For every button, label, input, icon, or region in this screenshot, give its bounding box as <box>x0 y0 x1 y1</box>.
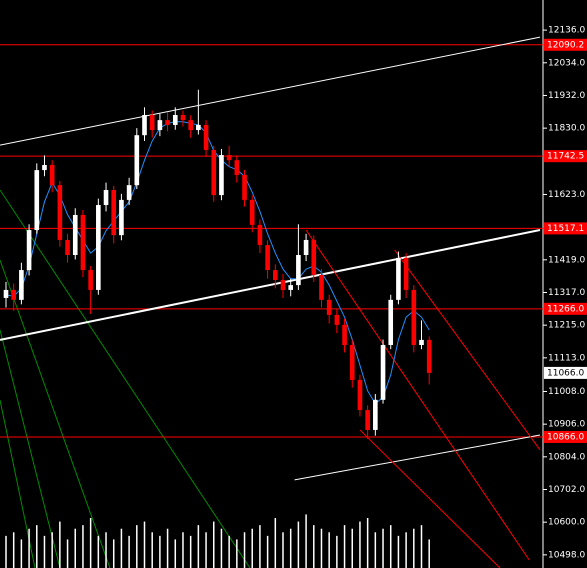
fan-line <box>0 329 61 568</box>
y-tick-label: 11419.0 <box>548 255 585 265</box>
y-tick-label: 10906.0 <box>548 420 585 430</box>
candle-body <box>380 345 386 400</box>
candle-body <box>373 399 378 430</box>
candle-body <box>396 257 401 300</box>
candle-body <box>342 324 347 346</box>
y-tick-label: 12136.0 <box>548 26 585 36</box>
candle-body <box>365 410 370 430</box>
candle-body <box>103 189 109 206</box>
candle-body <box>326 299 332 315</box>
candle-body <box>403 257 409 290</box>
level-label: 10866.0 <box>547 432 584 442</box>
candle-body <box>149 115 155 131</box>
level-label-box <box>544 430 587 443</box>
candle-body <box>411 289 417 346</box>
candle-body <box>49 164 55 186</box>
y-tick-label: 12034.0 <box>548 58 585 68</box>
candle-body <box>134 135 140 186</box>
trendline <box>359 429 501 568</box>
candle-body <box>211 149 217 196</box>
fan-line <box>0 189 251 568</box>
candle-body <box>65 239 70 256</box>
y-tick-label: 11623.0 <box>548 190 585 200</box>
candle-body <box>419 339 424 346</box>
candle-body <box>288 285 294 290</box>
candle-body <box>257 224 263 246</box>
candle-body <box>349 345 355 380</box>
candle-body <box>188 120 193 131</box>
candle-body <box>249 199 255 225</box>
candle-body <box>88 270 93 290</box>
candle-body <box>426 339 432 373</box>
level-label-box <box>544 150 587 163</box>
candle-body <box>72 214 78 256</box>
candle-body <box>303 239 309 256</box>
candle-body <box>319 274 324 300</box>
level-label: 11742.5 <box>547 152 584 162</box>
candle-body <box>334 314 340 325</box>
trendline <box>0 229 541 341</box>
candle-body <box>203 124 209 150</box>
last-price-label: 11066.0 <box>547 368 584 378</box>
candle-body <box>57 185 63 240</box>
moving-average <box>5 121 430 405</box>
y-tick-label: 10702.0 <box>548 485 585 495</box>
level-label: 12090.2 <box>547 40 584 50</box>
candle-body <box>296 255 301 286</box>
candle-body <box>280 279 286 290</box>
candle-body <box>357 379 363 411</box>
y-tick-label: 11113.0 <box>548 353 585 363</box>
candle-body <box>172 115 178 125</box>
candle-body <box>226 155 232 161</box>
trendline <box>0 36 541 146</box>
candle-body <box>388 299 394 346</box>
candle-body <box>42 164 47 171</box>
candle-body <box>96 205 101 290</box>
y-tick-label: 11932.0 <box>548 91 585 101</box>
candle-body <box>219 155 224 196</box>
candle-body <box>126 185 132 200</box>
y-tick-label: 10498.0 <box>548 550 585 560</box>
candle-body <box>19 270 24 300</box>
candle-body <box>26 230 32 271</box>
fan-line <box>0 259 111 568</box>
candle-body <box>34 170 40 231</box>
y-tick-label: 10804.0 <box>548 452 585 462</box>
trendline <box>394 249 541 451</box>
candle-body <box>11 289 17 300</box>
candle-body <box>265 245 270 271</box>
candle-body <box>157 120 163 131</box>
candle-body <box>80 214 86 271</box>
candle-body <box>196 124 201 131</box>
gann-fan <box>0 189 251 568</box>
y-tick-label: 10600.0 <box>548 518 585 528</box>
y-tick-label: 11830.0 <box>548 124 585 134</box>
candle-body <box>111 189 117 236</box>
y-tick-label: 11317.0 <box>548 288 585 298</box>
candle-body <box>311 239 317 275</box>
candle-body <box>242 174 247 200</box>
candle-body <box>165 120 170 125</box>
level-label: 11266.0 <box>547 304 584 314</box>
level-label: 11517.1 <box>547 224 584 234</box>
trendline <box>305 229 530 561</box>
candle-body <box>119 199 124 236</box>
y-tick-label: 11215.0 <box>548 321 585 331</box>
trendline <box>294 434 541 481</box>
candle-body <box>234 160 240 175</box>
level-label-box <box>544 222 587 235</box>
level-label-box <box>544 38 587 51</box>
candle-body <box>3 289 9 298</box>
candle-body <box>273 270 278 280</box>
candle-body <box>142 115 147 136</box>
last-price-box <box>544 366 587 379</box>
level-label-box <box>544 302 587 315</box>
y-tick-label: 11008.0 <box>548 387 585 397</box>
candle-body <box>180 115 186 121</box>
